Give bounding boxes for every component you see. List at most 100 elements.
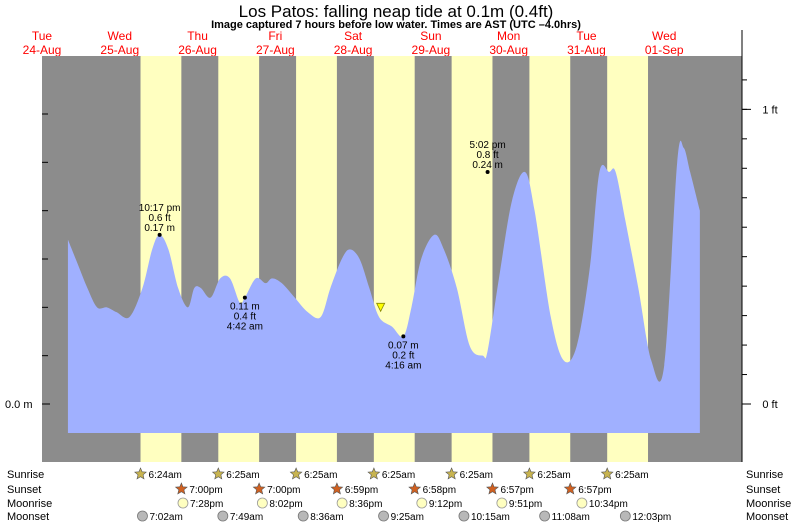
row-label-right: Sunrise <box>746 469 783 481</box>
row-label-left: Moonset <box>7 511 49 523</box>
current-time-marker <box>376 302 386 313</box>
left-tick-label: 0.0 m <box>5 399 33 411</box>
sunset-time: 7:00pm <box>267 485 300 496</box>
axes: 0.0 m 1 ft 0 ft <box>5 30 778 462</box>
chart-subtitle: Image captured 7 hours before low water.… <box>211 19 581 31</box>
sunrise-icon <box>211 467 225 480</box>
extreme-label: 0.17 m <box>144 223 175 234</box>
row-label-left: Sunset <box>7 484 41 496</box>
day-labels: Tue24-AugWed25-AugThu26-AugFri27-AugSat2… <box>23 29 684 57</box>
sunrise-icon <box>367 467 381 480</box>
moonset-icon <box>539 510 551 522</box>
sun-moon-table: Sunrise Sunrise Sunset Sunset Moonrise Moonri… <box>7 467 791 523</box>
sunrise-time: 6:25am <box>226 470 259 481</box>
day-name: Mon <box>497 29 520 43</box>
row-label-right: Moonset <box>746 511 788 523</box>
sunrise-icon <box>134 467 147 480</box>
day-date: 30-Aug <box>489 43 528 57</box>
sunset-time: 6:57pm <box>578 485 611 496</box>
moonrise-icon <box>256 497 268 509</box>
sunset-time: 6:58pm <box>423 485 456 496</box>
day-name: Tue <box>576 29 597 43</box>
moonrise-icon <box>336 497 348 509</box>
moonset-icon <box>137 510 148 522</box>
sunset-icon <box>486 482 499 495</box>
moonrise-time: 7:28pm <box>190 499 223 510</box>
sunset-time: 7:00pm <box>189 485 222 496</box>
day-date: 28-Aug <box>334 43 373 57</box>
day-date: 27-Aug <box>256 43 295 57</box>
extreme-label: 4:16 am <box>385 360 421 371</box>
sunrise-icon <box>522 467 536 480</box>
extreme-label: 10:17 pm <box>139 203 181 214</box>
extreme-label: 0.11 m <box>230 302 260 313</box>
moonset-icon <box>297 510 309 522</box>
moonset-time: 10:15am <box>471 512 510 523</box>
day-date: 26-Aug <box>178 43 217 57</box>
right-tick-label: 1 ft <box>762 104 777 116</box>
extreme-label: 0.6 ft <box>149 213 171 224</box>
extreme-label: 0.4 ft <box>234 312 256 323</box>
sunrise-icon <box>600 467 614 480</box>
day-name: Sun <box>420 29 441 43</box>
day-date: 29-Aug <box>412 43 451 57</box>
moonrise-time: 9:51pm <box>509 499 542 510</box>
extreme-point <box>401 334 406 339</box>
moonrise-time: 8:02pm <box>269 499 302 510</box>
extreme-label: 0.07 m <box>388 340 419 351</box>
day-name: Wed <box>108 29 132 43</box>
sunset-icon <box>174 482 188 495</box>
tide-area-series <box>67 140 700 433</box>
day-name: Tue <box>32 29 53 43</box>
extreme-label: 0.24 m <box>472 160 503 171</box>
moonrise-time: 8:36pm <box>349 499 382 510</box>
moonset-time: 12:03pm <box>632 512 671 523</box>
extreme-label: 0.8 ft <box>476 150 498 161</box>
sunrise-time: 6:25am <box>382 470 415 481</box>
sunrise-time: 6:25am <box>304 470 337 481</box>
moonset-icon <box>458 510 470 522</box>
moonset-time: 7:49am <box>230 512 263 523</box>
sunset-icon <box>408 482 422 495</box>
moonrise-icon <box>496 497 508 509</box>
moonset-icon <box>619 510 631 522</box>
row-label-right: Sunset <box>746 484 780 496</box>
sunrise-time: 6:25am <box>537 470 570 481</box>
extreme-point <box>157 232 162 237</box>
day-name: Wed <box>652 29 676 43</box>
moonset-icon <box>378 510 389 522</box>
day-date: 31-Aug <box>567 43 606 57</box>
day-date: 24-Aug <box>23 43 62 57</box>
day-name: Thu <box>187 29 208 43</box>
extreme-label: 5:02 pm <box>470 140 506 151</box>
sunset-icon <box>252 482 266 495</box>
chart-title: Los Patos: falling neap tide at 0.1m (0.… <box>239 2 554 21</box>
extreme-label: 4:42 am <box>227 322 263 333</box>
moonrise-icon <box>576 497 588 509</box>
sunrise-time: 6:25am <box>460 470 493 481</box>
right-tick-label: 0 ft <box>762 399 777 411</box>
sunset-time: 6:59pm <box>345 485 378 496</box>
moonset-time: 9:25am <box>391 512 424 523</box>
sunrise-time: 6:24am <box>149 470 182 481</box>
sunrise-icon <box>445 467 459 480</box>
moonset-time: 11:08am <box>552 512 590 523</box>
extreme-point <box>242 295 247 300</box>
row-label-left: Sunrise <box>7 469 44 481</box>
sunrise-time: 6:25am <box>615 470 648 481</box>
plot-area <box>42 56 742 462</box>
moonrise-icon <box>177 497 189 509</box>
extreme-label: 0.2 ft <box>392 350 414 361</box>
row-label-left: Moonrise <box>7 498 52 510</box>
moonset-time: 8:36am <box>310 512 343 523</box>
sunset-icon <box>330 482 344 495</box>
sunset-time: 6:57pm <box>500 485 533 496</box>
annotations: 10:17 pm0.6 ft0.17 m 0.11 m0.4 ft4:42 am 0… <box>139 140 506 371</box>
day-name: Fri <box>268 29 282 43</box>
extreme-point <box>485 170 490 174</box>
day-name: Sat <box>344 29 363 43</box>
moonrise-icon <box>416 497 428 509</box>
day-date: 01-Sep <box>645 43 684 57</box>
moonset-icon <box>217 510 229 522</box>
